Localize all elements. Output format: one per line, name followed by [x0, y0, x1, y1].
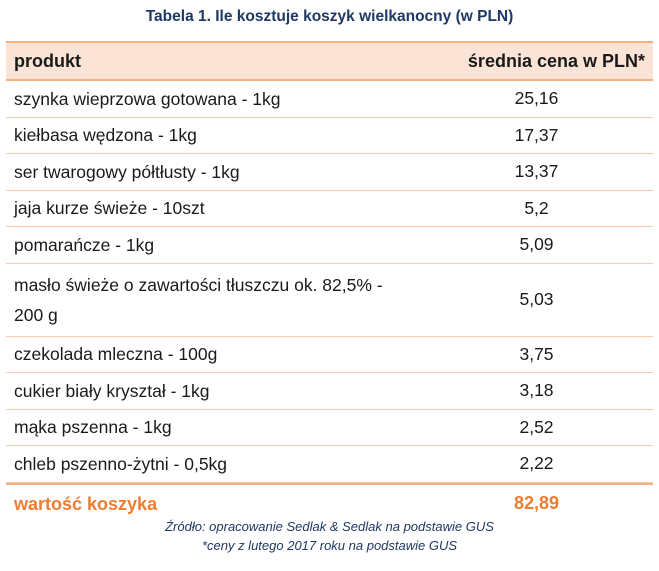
- product-price: 13,37: [514, 161, 559, 182]
- product-price: 2,22: [519, 453, 554, 474]
- table-row: szynka wieprzowa gotowana - 1kg 25,16: [6, 81, 653, 118]
- product-name: czekolada mleczna - 100g: [14, 344, 218, 365]
- product-name: masło świeże o zawartości tłuszczu ok. 8…: [6, 270, 420, 330]
- product-price: 3,18: [519, 380, 554, 401]
- footnote: *ceny z lutego 2017 roku na podstawie GU…: [201, 538, 458, 553]
- product-price: 5,03: [519, 289, 554, 309]
- product-name-line1: masło świeże o zawartości tłuszczu ok. 8…: [14, 274, 383, 295]
- header-price: średnia cena w PLN*: [467, 50, 645, 71]
- product-price: 3,75: [519, 343, 554, 364]
- product-name: jaja kurze świeże - 10szt: [14, 198, 205, 219]
- product-name: ser twarogowy półtłusty - 1kg: [14, 161, 240, 182]
- table-row: masło świeże o zawartości tłuszczu ok. 8…: [6, 264, 653, 337]
- table-row: jaja kurze świeże - 10szt 5,2: [6, 191, 653, 227]
- table-caption: Tabela 1. Ile kosztuje koszyk wielkanocn…: [145, 8, 514, 25]
- product-name: szynka wieprzowa gotowana - 1kg: [14, 88, 281, 109]
- product-name: pomarańcze - 1kg: [14, 234, 155, 255]
- table-row: czekolada mleczna - 100g 3,75: [6, 337, 653, 373]
- product-price: 17,37: [514, 124, 559, 145]
- table-row: mąka pszenna - 1kg 2,52: [6, 410, 653, 446]
- product-name-line2: 200 g: [14, 304, 58, 325]
- table-notes: Źródło: opracowanie Sedlak & Sedlak na p…: [0, 517, 659, 555]
- table-row: ser twarogowy półtłusty - 1kg 13,37: [6, 154, 653, 191]
- table-row: kiełbasa wędzona - 1kg 17,37: [6, 118, 653, 154]
- product-price: 2,52: [519, 416, 554, 437]
- table-row: pomarańcze - 1kg 5,09: [6, 227, 653, 264]
- table-row: cukier biały kryształ - 1kg 3,18: [6, 373, 653, 410]
- product-name: chleb pszenno-żytni - 0,5kg: [14, 453, 228, 474]
- table-row: chleb pszenno-żytni - 0,5kg 2,22: [6, 446, 653, 483]
- table-header: produkt średnia cena w PLN*: [6, 43, 653, 81]
- product-name: cukier biały kryształ - 1kg: [14, 380, 210, 401]
- total-value: 82,89: [513, 493, 560, 513]
- source-note: Źródło: opracowanie Sedlak & Sedlak na p…: [165, 519, 494, 534]
- product-name: kiełbasa wędzona - 1kg: [14, 125, 197, 146]
- total-row: wartość koszyka 82,89: [6, 482, 653, 523]
- price-table: produkt średnia cena w PLN* szynka wiepr…: [6, 41, 653, 523]
- total-label: wartość koszyka: [14, 493, 158, 514]
- header-product: produkt: [14, 51, 81, 71]
- product-price: 5,09: [519, 234, 554, 255]
- product-name: mąka pszenna - 1kg: [14, 417, 172, 438]
- product-price: 25,16: [514, 88, 559, 109]
- product-price: 5,2: [524, 197, 549, 218]
